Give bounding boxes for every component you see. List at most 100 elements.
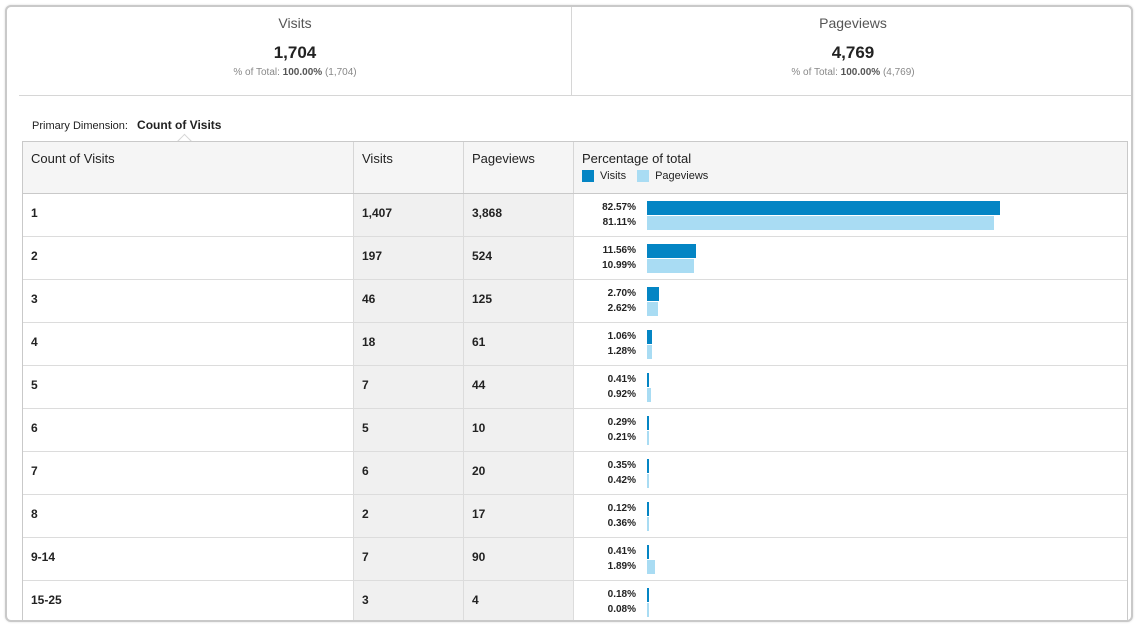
primary-dimension-value[interactable]: Count of Visits bbox=[137, 118, 222, 132]
visits-percent-bar bbox=[647, 244, 697, 258]
cell-count-of-visits: 3 bbox=[23, 280, 354, 322]
cell-visits: 5 bbox=[354, 409, 464, 451]
pageviews-percent-label: 0.42% bbox=[607, 475, 636, 486]
legend-visits-swatch bbox=[582, 170, 594, 182]
visits-percent-bar bbox=[647, 330, 652, 344]
cell-percentage: 2.70% 2.62% bbox=[574, 280, 1127, 322]
visits-percent-bar bbox=[647, 373, 649, 387]
primary-dimension-label: Primary Dimension: bbox=[32, 120, 128, 132]
visits-pct-total: (1,704) bbox=[324, 67, 357, 78]
visits-percent-label: 2.70% bbox=[607, 288, 636, 299]
legend-visits-label: Visits bbox=[600, 170, 627, 182]
cell-percentage: 0.41% 0.92% bbox=[574, 366, 1127, 408]
summary-scorecard: Visits 1,704 % of Total: 100.00% (1,704)… bbox=[19, 7, 1131, 96]
visits-summary-label: Visits bbox=[278, 15, 312, 31]
cell-pageviews: 4 bbox=[464, 581, 574, 620]
table-row: 2 197 524 11.56% 10.99% bbox=[23, 237, 1127, 280]
cell-count-of-visits: 8 bbox=[23, 495, 354, 537]
cell-visits: 197 bbox=[354, 237, 464, 279]
cell-visits: 2 bbox=[354, 495, 464, 537]
pageviews-percent-bar bbox=[647, 216, 995, 230]
visits-percent-label: 0.12% bbox=[607, 503, 636, 514]
cell-percentage: 0.29% 0.21% bbox=[574, 409, 1127, 451]
legend-pageviews[interactable]: Pageviews bbox=[637, 170, 708, 182]
table-row: 5 7 44 0.41% 0.92% bbox=[23, 366, 1127, 409]
cell-count-of-visits: 15-25 bbox=[23, 581, 354, 620]
cell-visits: 7 bbox=[354, 366, 464, 408]
visits-percent-label: 0.41% bbox=[607, 546, 636, 557]
cell-pageviews: 10 bbox=[464, 409, 574, 451]
cell-count-of-visits: 7 bbox=[23, 452, 354, 494]
visits-percent-label: 1.06% bbox=[607, 331, 636, 342]
pageviews-percent-bar bbox=[647, 302, 659, 316]
cell-percentage: 11.56% 10.99% bbox=[574, 237, 1127, 279]
cell-pageviews: 20 bbox=[464, 452, 574, 494]
pageviews-percent-label: 0.92% bbox=[607, 389, 636, 400]
visits-percent-bar bbox=[647, 416, 649, 430]
cell-visits: 6 bbox=[354, 452, 464, 494]
visits-summary-percent: % of Total: 100.00% (1,704) bbox=[19, 67, 571, 78]
cell-percentage: 1.06% 1.28% bbox=[574, 323, 1127, 365]
visits-percent-bar bbox=[647, 459, 649, 473]
pageviews-percent-label: 0.21% bbox=[607, 432, 636, 443]
column-header-visits[interactable]: Visits bbox=[354, 142, 464, 193]
pageviews-percent-bar bbox=[647, 345, 653, 359]
table-row: 6 5 10 0.29% 0.21% bbox=[23, 409, 1127, 452]
legend: Visits Pageviews bbox=[582, 170, 1119, 182]
pageviews-percent-bar bbox=[647, 388, 651, 402]
cell-count-of-visits: 2 bbox=[23, 237, 354, 279]
cell-visits: 46 bbox=[354, 280, 464, 322]
pageviews-percent-bar bbox=[647, 603, 649, 617]
cell-percentage: 0.12% 0.36% bbox=[574, 495, 1127, 537]
percentage-header-label: Percentage of total bbox=[582, 151, 692, 166]
visits-pct-prefix: % of Total: bbox=[233, 67, 280, 78]
pageviews-pct-total: (4,769) bbox=[882, 67, 915, 78]
cell-count-of-visits: 4 bbox=[23, 323, 354, 365]
visits-percent-bar bbox=[647, 588, 649, 602]
pageviews-pct-value: 100.00% bbox=[840, 67, 881, 78]
visits-percent-bar bbox=[647, 287, 659, 301]
visits-summary: Visits 1,704 % of Total: 100.00% (1,704) bbox=[19, 7, 572, 95]
cell-percentage: 0.18% 0.08% bbox=[574, 581, 1127, 620]
column-header-pageviews[interactable]: Pageviews bbox=[464, 142, 574, 193]
cell-count-of-visits: 5 bbox=[23, 366, 354, 408]
pageviews-summary-percent: % of Total: 100.00% (4,769) bbox=[572, 67, 1131, 78]
visits-percent-bar bbox=[647, 502, 649, 516]
pageviews-summary-label: Pageviews bbox=[819, 15, 887, 31]
visits-pct-value: 100.00% bbox=[282, 67, 323, 78]
table-row: 9-14 7 90 0.41% 1.89% bbox=[23, 538, 1127, 581]
pageviews-summary: Pageviews 4,769 % of Total: 100.00% (4,7… bbox=[572, 7, 1131, 95]
visits-percent-label: 0.35% bbox=[607, 460, 636, 471]
table-row: 3 46 125 2.70% 2.62% bbox=[23, 280, 1127, 323]
pageviews-percent-bar bbox=[647, 259, 695, 273]
visits-percent-label: 0.29% bbox=[607, 417, 636, 428]
data-table: Count of Visits Visits Pageviews Percent… bbox=[22, 141, 1128, 620]
legend-pageviews-label: Pageviews bbox=[655, 170, 709, 182]
report-panel: Visits 1,704 % of Total: 100.00% (1,704)… bbox=[5, 5, 1133, 622]
cell-pageviews: 17 bbox=[464, 495, 574, 537]
cell-pageviews: 61 bbox=[464, 323, 574, 365]
cell-count-of-visits: 9-14 bbox=[23, 538, 354, 580]
legend-visits[interactable]: Visits bbox=[582, 170, 626, 182]
cell-visits: 7 bbox=[354, 538, 464, 580]
cell-pageviews: 524 bbox=[464, 237, 574, 279]
visits-percent-label: 0.41% bbox=[607, 374, 636, 385]
pageviews-percent-label: 0.08% bbox=[607, 604, 636, 615]
column-header-percentage: Percentage of total Visits Pageviews bbox=[574, 142, 1127, 193]
visits-percent-bar bbox=[647, 201, 1001, 215]
visits-percent-label: 0.18% bbox=[607, 589, 636, 600]
cell-pageviews: 44 bbox=[464, 366, 574, 408]
primary-dimension: Primary Dimension: Count of Visits bbox=[32, 118, 221, 132]
table-body: 1 1,407 3,868 82.57% 81.11% 2 197 524 11.56% 10.9… bbox=[23, 194, 1127, 620]
pageviews-percent-bar bbox=[647, 560, 656, 574]
pageviews-percent-bar bbox=[647, 431, 649, 445]
cell-count-of-visits: 1 bbox=[23, 194, 354, 236]
visits-summary-value: 1,704 bbox=[273, 43, 317, 62]
pageviews-summary-value: 4,769 bbox=[831, 43, 875, 62]
column-header-count-of-visits[interactable]: Count of Visits bbox=[23, 142, 354, 193]
pageviews-pct-prefix: % of Total: bbox=[791, 67, 838, 78]
pageviews-percent-bar bbox=[647, 474, 649, 488]
table-row: 1 1,407 3,868 82.57% 81.11% bbox=[23, 194, 1127, 237]
cell-pageviews: 3,868 bbox=[464, 194, 574, 236]
cell-visits: 1,407 bbox=[354, 194, 464, 236]
